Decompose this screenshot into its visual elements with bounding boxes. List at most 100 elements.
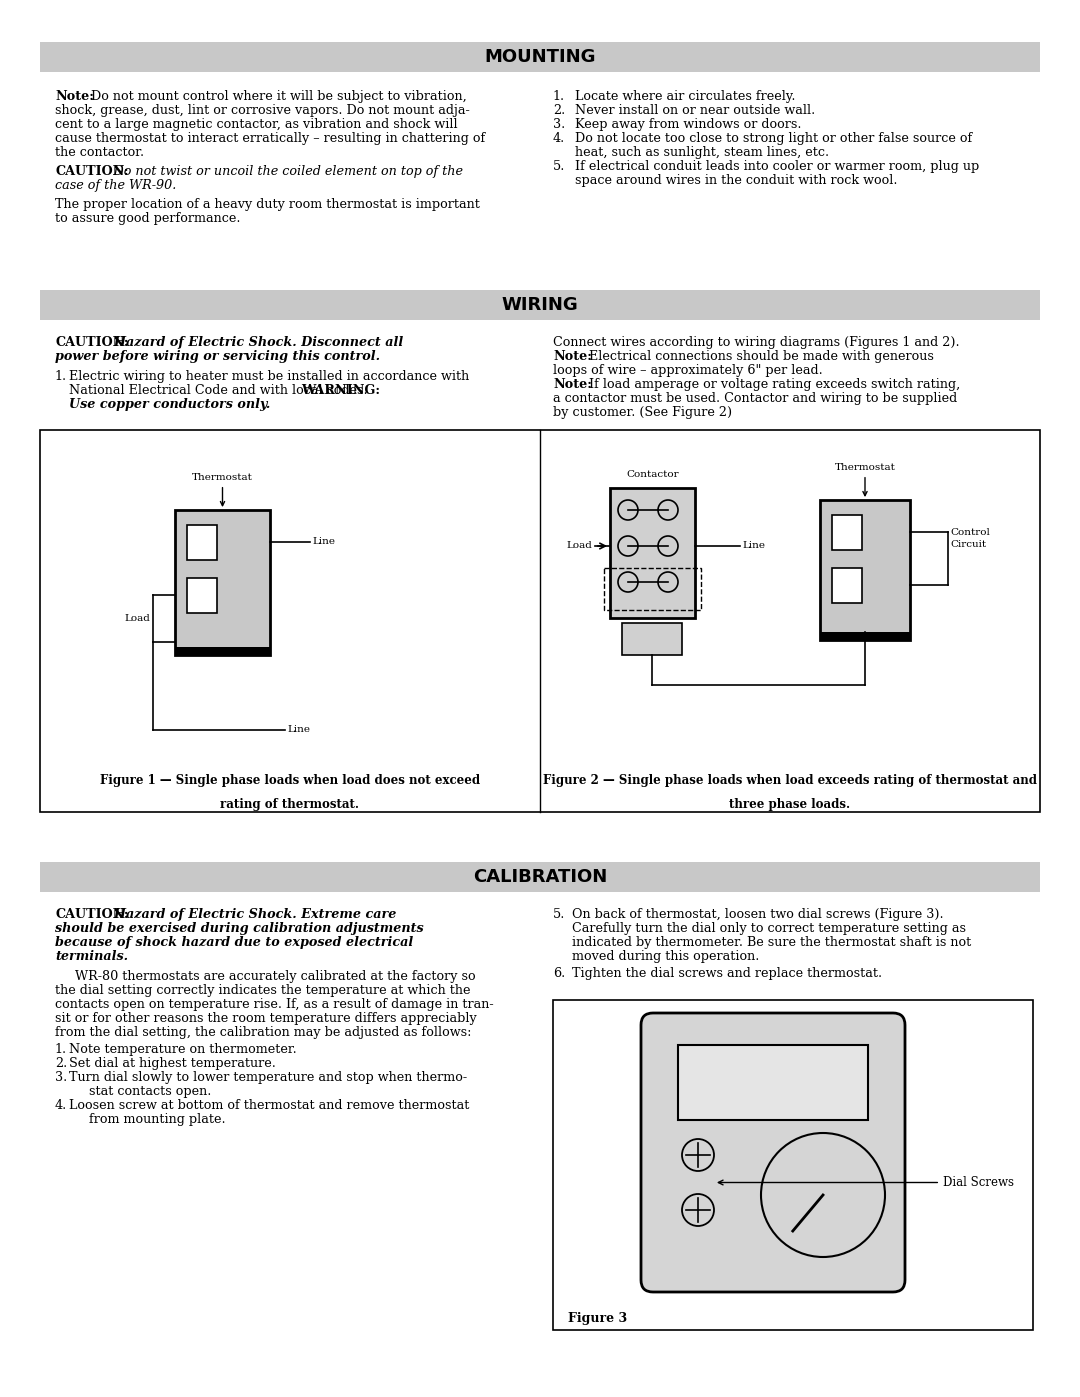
Text: to assure good performance.: to assure good performance. [55,212,241,225]
Text: three phase loads.: three phase loads. [729,798,851,812]
Text: a contactor must be used. Contactor and wiring to be supplied: a contactor must be used. Contactor and … [553,393,957,405]
Bar [40,42,1040,73]
Text: WARNING:: WARNING: [301,384,380,397]
Bar [610,488,696,617]
Text: Circuit: Circuit [950,541,986,549]
Text: 4.: 4. [55,1099,67,1112]
Text: 2.: 2. [553,103,565,117]
Text: indicated by thermometer. Be sure the thermostat shaft is not: indicated by thermometer. Be sure the th… [572,936,971,949]
Bar [832,569,862,604]
Text: power before wiring or servicing this control.: power before wiring or servicing this co… [55,351,380,363]
Text: case of the WR-90.: case of the WR-90. [55,179,176,191]
Text: Figure 2 — Single phase loads when load exceeds rating of thermostat and: Figure 2 — Single phase loads when load … [543,774,1037,787]
Text: If load amperage or voltage rating exceeds switch rating,: If load amperage or voltage rating excee… [585,379,960,391]
Text: Locate where air circulates freely.: Locate where air circulates freely. [575,89,796,103]
Bar [820,631,910,640]
Text: 6.: 6. [553,967,565,981]
Text: 4.: 4. [553,131,565,145]
Text: Do not locate too close to strong light or other false source of: Do not locate too close to strong light … [575,131,972,145]
Bar [622,623,681,655]
Text: Line: Line [312,538,335,546]
Text: Figure 3: Figure 3 [568,1312,627,1324]
Text: Contactor: Contactor [626,469,679,479]
Text: Thermostat: Thermostat [192,474,253,506]
Text: WIRING: WIRING [501,296,579,314]
Text: Electrical connections should be made with generous: Electrical connections should be made wi… [585,351,934,363]
Text: 5.: 5. [553,908,565,921]
Text: Carefully turn the dial only to correct temperature setting as: Carefully turn the dial only to correct … [572,922,966,935]
Text: Keep away from windows or doors.: Keep away from windows or doors. [575,117,801,131]
Bar [40,430,1040,812]
Text: the dial setting correctly indicates the temperature at which the: the dial setting correctly indicates the… [55,983,471,997]
Text: 2.: 2. [55,1058,67,1070]
Text: Never install on or near outside wall.: Never install on or near outside wall. [575,103,815,117]
Bar [678,1045,868,1120]
Text: Connect wires according to wiring diagrams (Figures 1 and 2).: Connect wires according to wiring diagra… [553,337,960,349]
Bar [40,862,1040,893]
Text: Line: Line [742,542,765,550]
Text: Turn dial slowly to lower temperature and stop when thermo-: Turn dial slowly to lower temperature an… [69,1071,468,1084]
Bar [553,1000,1032,1330]
Text: CAUTION:: CAUTION: [55,908,129,921]
Text: 3.: 3. [553,117,565,131]
Text: CALIBRATION: CALIBRATION [473,868,607,886]
Text: 3.: 3. [55,1071,67,1084]
Text: If electrical conduit leads into cooler or warmer room, plug up: If electrical conduit leads into cooler … [575,161,980,173]
Text: Hazard of Electric Shock. Disconnect all: Hazard of Electric Shock. Disconnect all [107,337,403,349]
Text: from mounting plate.: from mounting plate. [69,1113,226,1126]
Text: terminals.: terminals. [55,950,129,963]
Bar [832,515,862,550]
Text: Set dial at highest temperature.: Set dial at highest temperature. [69,1058,275,1070]
Text: Loosen screw at bottom of thermostat and remove thermostat: Loosen screw at bottom of thermostat and… [69,1099,470,1112]
Text: Do not mount control where it will be subject to vibration,: Do not mount control where it will be su… [87,89,467,103]
Text: shock, grease, dust, lint or corrosive vapors. Do not mount adja-: shock, grease, dust, lint or corrosive v… [55,103,470,117]
Text: heat, such as sunlight, steam lines, etc.: heat, such as sunlight, steam lines, etc… [575,147,829,159]
Text: from the dial setting, the calibration may be adjusted as follows:: from the dial setting, the calibration m… [55,1025,472,1039]
Bar [187,525,217,560]
Text: loops of wire – approximately 6" per lead.: loops of wire – approximately 6" per lea… [553,365,823,377]
Text: Note:: Note: [553,351,592,363]
Text: MOUNTING: MOUNTING [484,47,596,66]
Text: Note:: Note: [55,89,94,103]
Bar [175,510,270,655]
Bar [820,500,910,640]
Text: by customer. (See Figure 2): by customer. (See Figure 2) [553,407,732,419]
Text: Tighten the dial screws and replace thermostat.: Tighten the dial screws and replace ther… [572,967,882,981]
Text: Thermostat: Thermostat [835,462,895,496]
Text: space around wires in the conduit with rock wool.: space around wires in the conduit with r… [575,175,897,187]
Text: Control: Control [950,528,990,536]
Text: Electric wiring to heater must be installed in accordance with: Electric wiring to heater must be instal… [69,370,469,383]
Text: stat contacts open.: stat contacts open. [69,1085,212,1098]
Text: Note temperature on thermometer.: Note temperature on thermometer. [69,1044,297,1056]
Text: Load: Load [566,542,592,550]
Text: Line: Line [287,725,310,735]
Text: moved during this operation.: moved during this operation. [572,950,759,963]
Text: Hazard of Electric Shock. Extreme care: Hazard of Electric Shock. Extreme care [107,908,396,921]
Text: should be exercised during calibration adjustments: should be exercised during calibration a… [55,922,423,935]
Text: CAUTION:: CAUTION: [55,165,129,177]
Text: National Electrical Code and with local codes.: National Electrical Code and with local … [69,384,372,397]
Text: Use copper conductors only.: Use copper conductors only. [69,398,270,411]
Text: WR-80 thermostats are accurately calibrated at the factory so: WR-80 thermostats are accurately calibra… [55,970,475,983]
Text: cause thermostat to interact erratically – resulting in chattering of: cause thermostat to interact erratically… [55,131,485,145]
Text: 1.: 1. [55,370,67,383]
FancyBboxPatch shape [642,1013,905,1292]
Bar [187,578,217,613]
Text: Figure 1 — Single phase loads when load does not exceed: Figure 1 — Single phase loads when load … [100,774,481,787]
Text: The proper location of a heavy duty room thermostat is important: The proper location of a heavy duty room… [55,198,480,211]
Text: the contactor.: the contactor. [55,147,144,159]
Text: contacts open on temperature rise. If, as a result of damage in tran-: contacts open on temperature rise. If, a… [55,997,494,1011]
Text: CAUTION:: CAUTION: [55,337,129,349]
Bar [604,569,701,610]
Bar [175,647,270,655]
Text: Load: Load [124,615,150,623]
Text: cent to a large magnetic contactor, as vibration and shock will: cent to a large magnetic contactor, as v… [55,117,458,131]
Text: sit or for other reasons the room temperature differs appreciably: sit or for other reasons the room temper… [55,1011,476,1025]
Text: 1.: 1. [55,1044,67,1056]
Text: Note:: Note: [553,379,592,391]
Text: 5.: 5. [553,161,565,173]
Text: 1.: 1. [553,89,565,103]
Text: On back of thermostat, loosen two dial screws (Figure 3).: On back of thermostat, loosen two dial s… [572,908,944,921]
Bar [40,291,1040,320]
Text: Do not twist or uncoil the coiled element on top of the: Do not twist or uncoil the coiled elemen… [107,165,463,177]
